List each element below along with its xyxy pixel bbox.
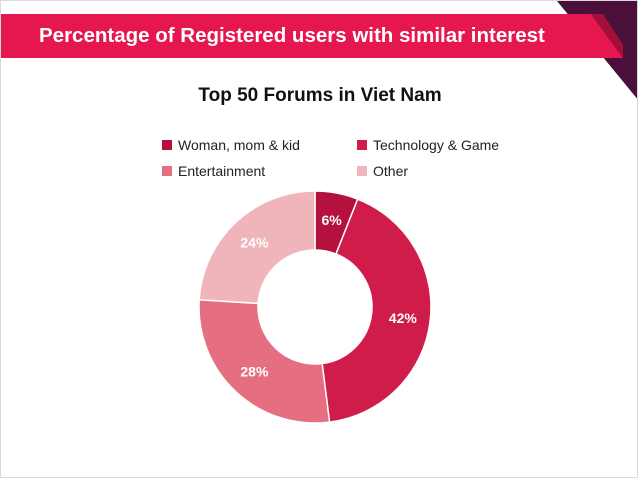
legend-swatch xyxy=(162,166,172,176)
donut-slice-other xyxy=(198,190,316,305)
legend-item-entertainment: Entertainment xyxy=(162,162,265,180)
chart-title: Top 50 Forums in Viet Nam xyxy=(198,85,442,106)
legend-swatch xyxy=(357,166,367,176)
slice-label-technology: 42% xyxy=(389,310,418,326)
legend-swatch xyxy=(357,140,367,150)
legend-label: Technology & Game xyxy=(373,137,500,153)
legend-label: Entertainment xyxy=(178,163,266,179)
donut-slice-technology xyxy=(321,198,432,423)
banner-title: Percentage of Registered users with simi… xyxy=(39,24,545,47)
legend-swatch xyxy=(162,140,172,150)
slice-label-other: 24% xyxy=(240,234,269,250)
donut-slice-entertainment xyxy=(198,298,331,424)
legend-item-other: Other xyxy=(357,162,408,180)
legend-label: Woman, mom & kid xyxy=(178,137,300,153)
legend-label: Other xyxy=(373,163,409,179)
title-banner xyxy=(1,14,623,58)
slice-label-entertainment: 28% xyxy=(240,364,269,380)
legend-item-technology: Technology & Game xyxy=(357,136,499,154)
legend-item-woman: Woman, mom & kid xyxy=(162,136,300,154)
slice-label-woman: 6% xyxy=(321,212,342,228)
